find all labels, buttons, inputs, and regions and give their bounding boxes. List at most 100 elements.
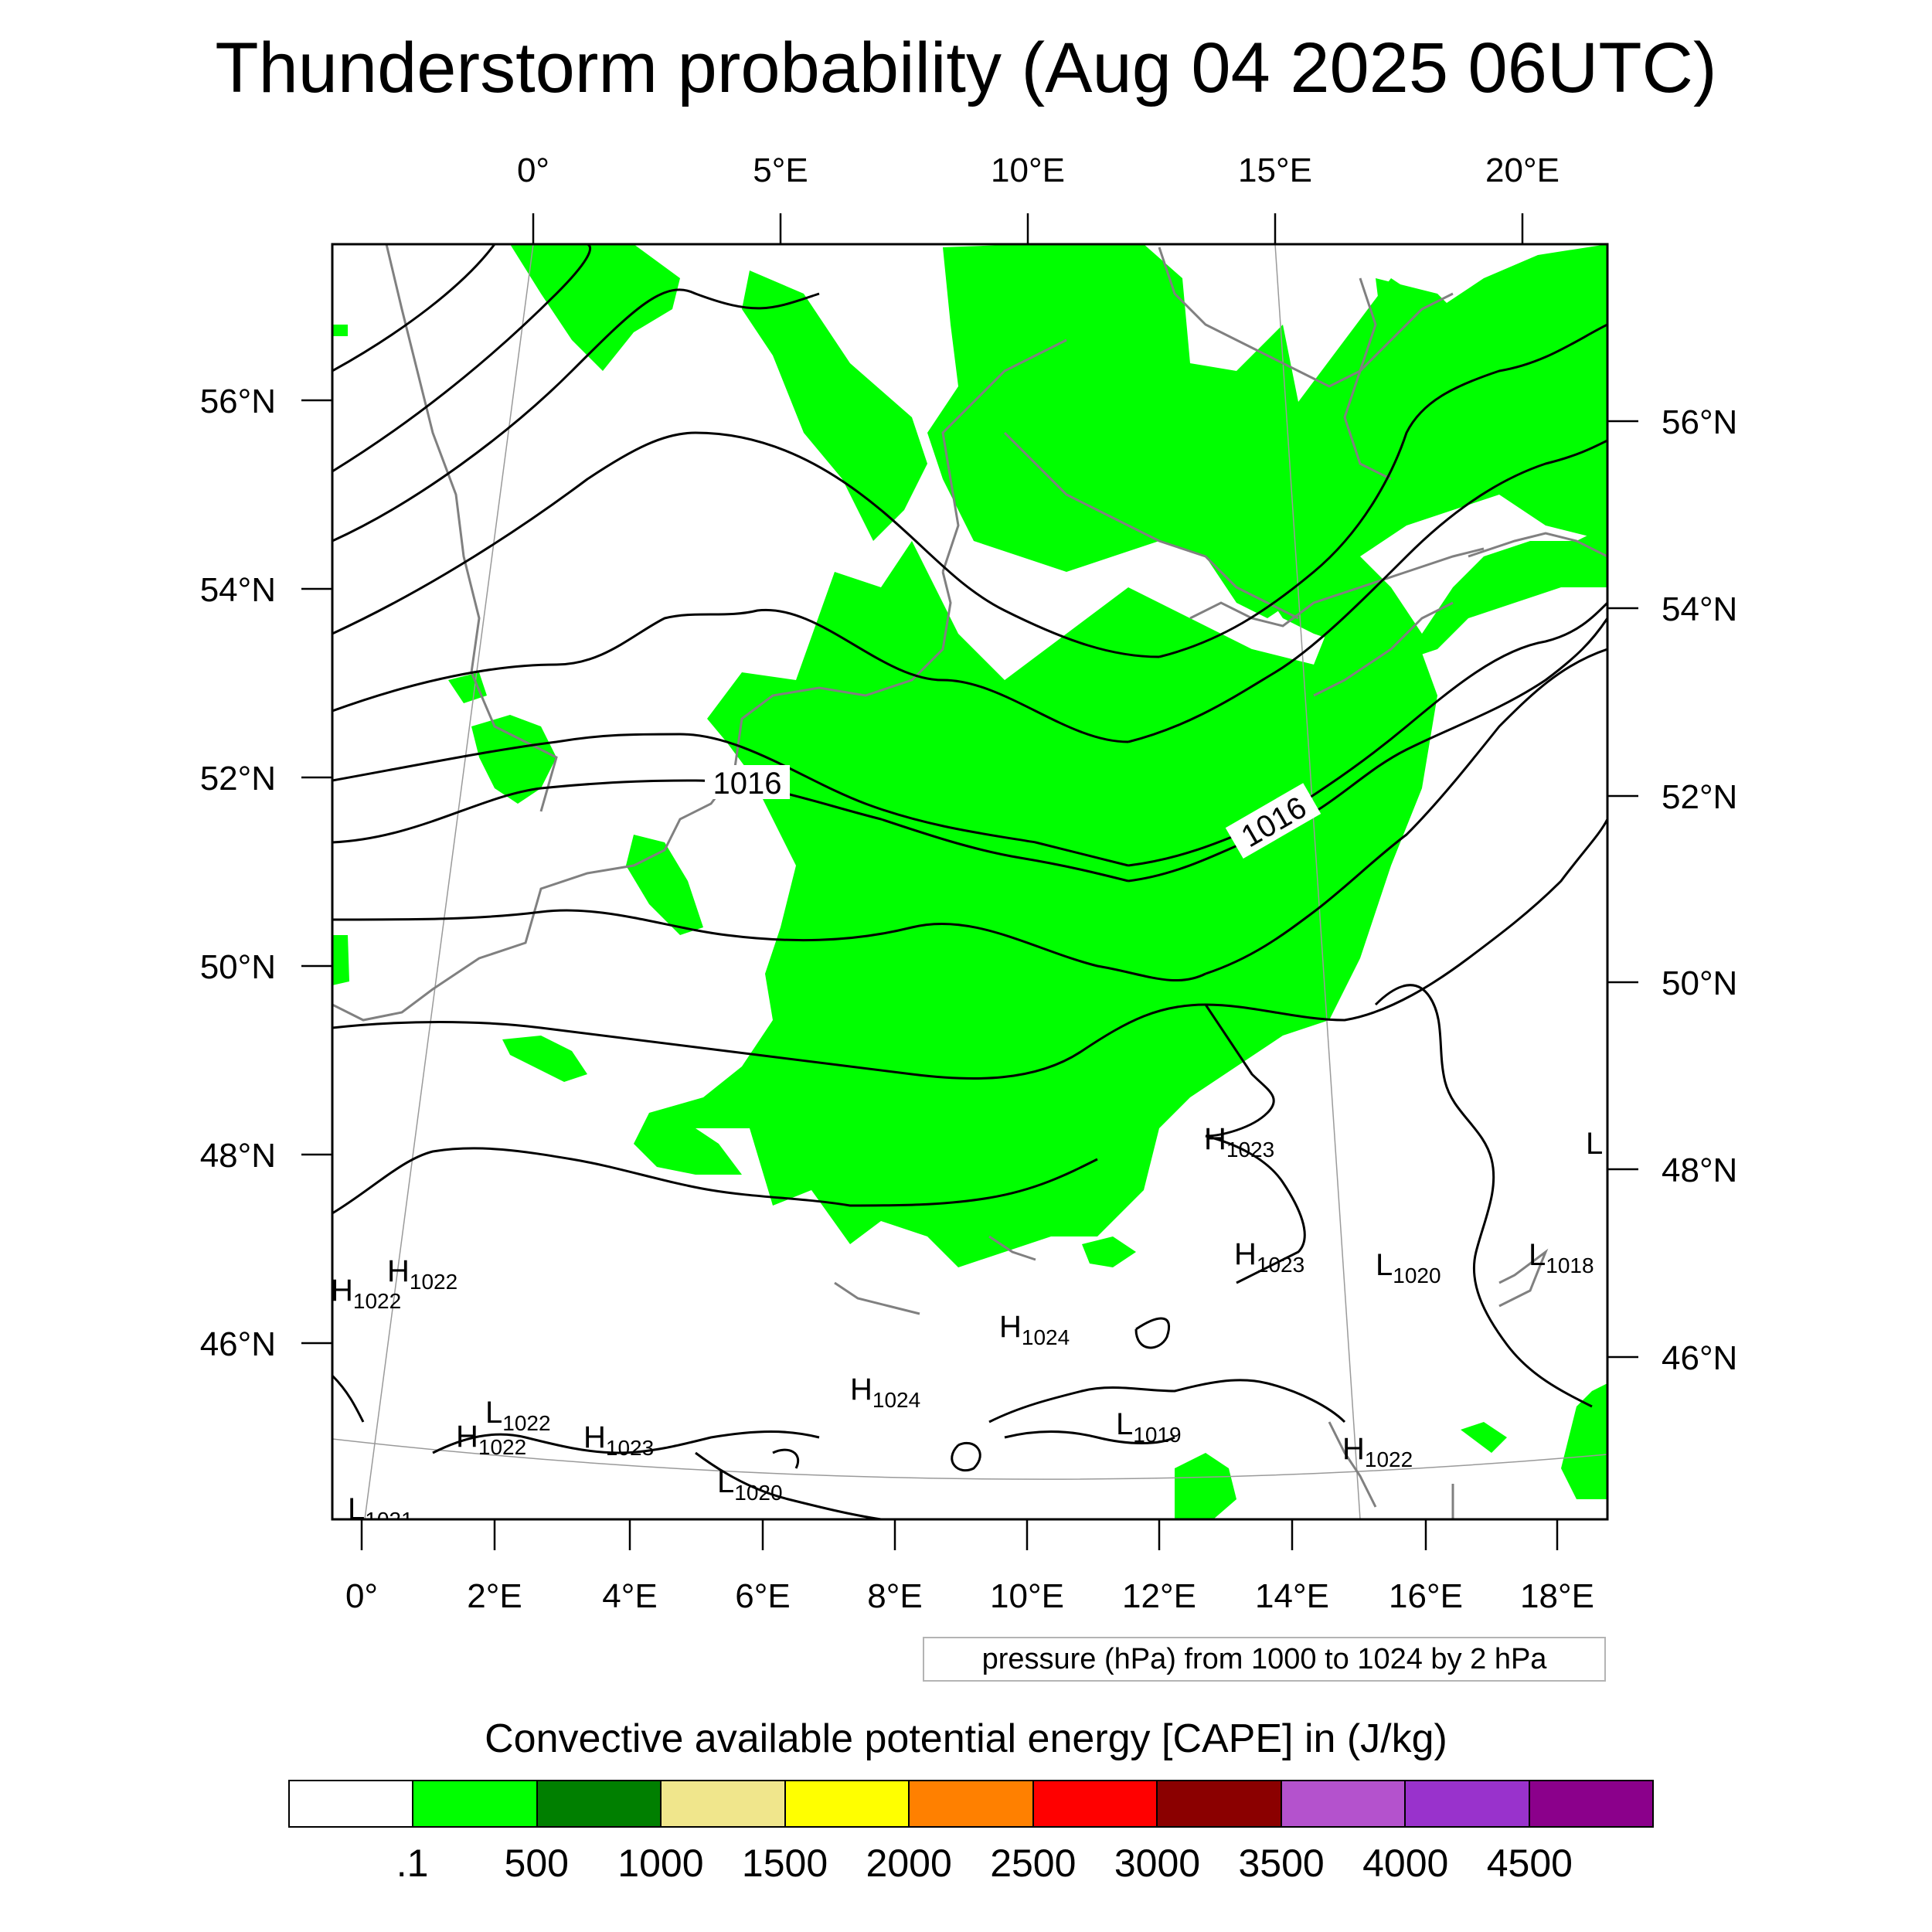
cape-area-nw-corner	[332, 325, 348, 336]
pressure-center-letter: L	[717, 1465, 734, 1499]
left-lat-label: 46°N	[200, 1325, 276, 1363]
colorbar-swatch	[290, 1781, 414, 1826]
pressure-center-letter: H	[1342, 1432, 1365, 1466]
colorbar-swatch	[1033, 1781, 1158, 1826]
pressure-center-letter: H	[331, 1274, 353, 1308]
colorbar-label: .1	[396, 1842, 429, 1885]
colorbar-label: 4500	[1486, 1842, 1573, 1885]
bottom-lon-label: 4°E	[602, 1577, 657, 1615]
cape-area-central	[634, 541, 1437, 1267]
pressure-center-letter: H	[387, 1254, 410, 1288]
cape-area-baltic	[1252, 526, 1607, 665]
cape-area-east-anglia	[471, 715, 556, 804]
colorbar-label: 3000	[1114, 1842, 1201, 1885]
bottom-lon-label: 2°E	[467, 1577, 522, 1615]
top-lon-label: 5°E	[753, 151, 808, 189]
colorbar-labels: .1 500 1000 1500 2000 2500 3000 3500 4000 4500	[288, 1841, 1654, 1887]
pressure-center-letter: H	[583, 1420, 606, 1454]
pressure-center-value: 1023	[1257, 1253, 1304, 1277]
colorbar-swatch	[1529, 1781, 1652, 1826]
colorbar-swatch	[1406, 1781, 1530, 1826]
cape-area-south	[1175, 1453, 1236, 1519]
right-lat-label: 52°N	[1662, 778, 1737, 816]
cape-area-france-north	[502, 1036, 587, 1082]
pressure-center-label: H1024	[999, 1310, 1070, 1349]
right-lat-label: 54°N	[1662, 590, 1737, 628]
pressure-center-label: L1022	[485, 1396, 551, 1435]
pressure-center-label: H1022	[331, 1274, 401, 1313]
bottom-lon-label: 16°E	[1389, 1577, 1463, 1615]
top-lon-label: 0°	[517, 151, 549, 189]
colorbar-swatch	[785, 1781, 910, 1826]
pressure-center-letter: L	[485, 1396, 502, 1430]
top-lon-label: 10°E	[991, 151, 1065, 189]
map-frame	[331, 243, 1609, 1521]
right-lat-label: 48°N	[1662, 1151, 1737, 1189]
pressure-center-letter: L	[348, 1492, 365, 1526]
cape-area-alps	[1082, 1236, 1136, 1267]
colorbar-label: 2000	[866, 1842, 952, 1885]
pressure-center-value: 1021	[365, 1508, 413, 1532]
right-lat-labels: 56°N 54°N 52°N 50°N 48°N 46°N	[1662, 403, 1737, 1377]
pressure-center-label: L1019	[1116, 1407, 1182, 1447]
pressure-center-letter: L	[1376, 1248, 1393, 1282]
pressure-center-label: L1021	[348, 1492, 413, 1532]
tick-marks	[301, 213, 1638, 1550]
pressure-center-letter: H	[850, 1372, 872, 1406]
pressure-center-letter: H	[1234, 1237, 1257, 1271]
colorbar-swatch	[413, 1781, 538, 1826]
colorbar-label: 1500	[741, 1842, 828, 1885]
right-lat-label: 50°N	[1662, 964, 1737, 1002]
pressure-center-value: 1022	[502, 1411, 550, 1435]
pressure-center-letter: H	[456, 1420, 478, 1454]
colorbar-swatch	[1281, 1781, 1406, 1826]
pressure-center-letter: H	[999, 1310, 1022, 1344]
colorbar-label: 1000	[617, 1842, 704, 1885]
pressure-center-value: 1022	[410, 1270, 457, 1294]
pressure-center-label: L1018	[1529, 1238, 1594, 1277]
pressure-center-label: L1020	[717, 1465, 783, 1505]
left-lat-label: 54°N	[200, 571, 276, 609]
pressure-center-label: H1023	[583, 1420, 654, 1460]
isobars	[332, 244, 1607, 1519]
cape-area-uk-north	[510, 244, 680, 371]
pressure-center-letter: L	[1586, 1127, 1603, 1161]
pressure-center-value: 1024	[1022, 1325, 1070, 1349]
cape-area-uk-small	[448, 672, 487, 703]
right-lat-label: 46°N	[1662, 1339, 1737, 1377]
cape-area-scandinavia-east	[1376, 278, 1492, 417]
left-lat-label: 48°N	[200, 1137, 276, 1175]
pressure-center-value: 1023	[606, 1436, 654, 1460]
pressure-center-value: 1018	[1546, 1253, 1594, 1277]
bottom-lon-labels: 0° 2°E 4°E 6°E 8°E 10°E 12°E 14°E 16°E 1…	[345, 1577, 1594, 1615]
contour-info-box: pressure (hPa) from 1000 to 1024 by 2 hP…	[923, 1637, 1606, 1682]
colorbar-swatch	[910, 1781, 1034, 1826]
colorbar-swatch	[662, 1781, 786, 1826]
colorbar-label: 500	[504, 1842, 569, 1885]
pressure-center-value: 1022	[478, 1435, 526, 1459]
cape-area-east-coast	[1461, 1422, 1507, 1453]
pressure-center-label: L1020	[1376, 1248, 1441, 1287]
pressure-center-value: 1023	[1226, 1138, 1274, 1162]
pressure-centers: H1023 H1023 L H1022 H1022 L1020 L1018 H1…	[331, 1122, 1603, 1532]
cape-area-france-east	[634, 1128, 742, 1175]
cape-area-northsea	[742, 270, 927, 541]
colorbar-swatch	[1158, 1781, 1282, 1826]
graticule	[332, 244, 1607, 1519]
bottom-lon-label: 6°E	[735, 1577, 790, 1615]
left-lat-labels: 56°N 54°N 52°N 50°N 48°N 46°N	[200, 383, 276, 1363]
left-lat-label: 50°N	[200, 948, 276, 986]
cape-area-se	[1561, 1383, 1607, 1499]
pressure-center-label: H1023	[1234, 1237, 1304, 1277]
pressure-center-label: H1022	[1342, 1432, 1413, 1471]
map-title: Thunderstorm probability (Aug 04 2025 06…	[215, 29, 1717, 107]
bottom-lon-label: 18°E	[1520, 1577, 1594, 1615]
cape-area-poland	[1252, 649, 1406, 866]
bottom-lon-label: 14°E	[1255, 1577, 1329, 1615]
top-lon-label: 15°E	[1238, 151, 1312, 189]
right-lat-label: 56°N	[1662, 403, 1737, 441]
pressure-center-label: L	[1586, 1127, 1603, 1161]
left-lat-label: 52°N	[200, 760, 276, 798]
isobar-label: 1016	[713, 767, 782, 801]
